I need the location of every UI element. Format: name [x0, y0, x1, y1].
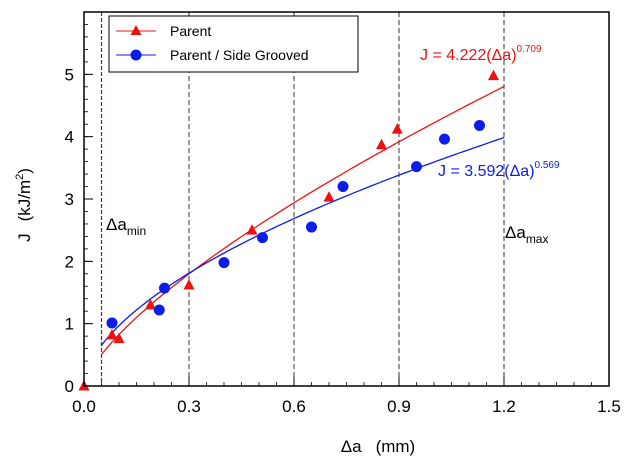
y-axis-title: J (kJ/m2) — [14, 168, 34, 242]
parent-point — [106, 328, 118, 340]
parent-fit-eq-main: J = 4.222( — [420, 47, 492, 64]
y-axis-title-var: J — [15, 233, 34, 242]
parent-point — [391, 123, 403, 134]
y-tick-label: 4 — [65, 128, 74, 147]
side-grooved-fit-eq-delta: Δa) — [510, 163, 535, 180]
parent-point — [488, 69, 499, 81]
y-tick-label: 0 — [65, 377, 74, 396]
y-tick-label: 5 — [65, 65, 74, 84]
axis-ticks: 0.0 0.3 0.6 0.9 1.2 1.5 0 1 2 3 4 5 — [65, 11, 621, 416]
parent-point — [145, 298, 156, 310]
x-tick-label: 0.0 — [72, 397, 96, 416]
parent-point — [246, 224, 258, 235]
side-grooved-point — [337, 181, 349, 193]
legend-label-side-grooved: Parent / Side Grooved — [170, 47, 309, 63]
y-tick-label: 2 — [65, 252, 74, 271]
parent-point — [113, 332, 125, 344]
parent-fit-eq-exponent: 0.709 — [517, 44, 542, 55]
side-grooved-point — [474, 119, 485, 131]
dashed-vertical-lines — [188, 12, 505, 386]
side-grooved-point — [439, 133, 450, 145]
legend-label-parent: Parent — [170, 23, 211, 39]
parent-point — [183, 279, 195, 290]
delta-a-max-subscript: max — [526, 232, 549, 246]
x-tick-label: 0.9 — [387, 397, 411, 416]
side-grooved-point — [411, 161, 422, 173]
x-axis-title: Δa (mm) — [341, 437, 415, 456]
side-grooved-point — [257, 232, 268, 244]
side-grooved-fit-eq-exponent: 0.569 — [535, 160, 560, 171]
delta-a-min-subscript: min — [127, 224, 146, 238]
side-grooved-point — [159, 282, 170, 294]
x-tick-label: 1.5 — [597, 397, 621, 416]
parent-point — [376, 138, 387, 150]
side-grooved-fit-eq-main: J = 3.592( — [438, 163, 510, 180]
y-axis-title-close: ) — [15, 168, 34, 174]
legend-marker-circle — [130, 49, 142, 61]
legend: Parent Parent / Side Grooved — [108, 15, 359, 73]
side-grooved-fit-equation: J = 3.592(Δa)0.569 — [438, 160, 560, 180]
x-axis-title-symbol: Δa — [341, 437, 362, 456]
y-axis-title-exponent: 2 — [14, 174, 26, 180]
side-grooved-point — [306, 221, 317, 233]
x-tick-label: 0.6 — [282, 397, 306, 416]
delta-a-max-base: Δa — [505, 223, 526, 242]
side-grooved-point — [218, 257, 230, 269]
x-axis-title-unit: (mm) — [376, 437, 416, 456]
parent-fit-eq-delta: Δa) — [492, 47, 517, 64]
side-grooved-point — [106, 317, 118, 329]
x-tick-label: 0.3 — [177, 397, 201, 416]
delta-a-min-label: Δamin — [106, 215, 146, 238]
y-tick-label: 3 — [65, 190, 74, 209]
data-points — [78, 69, 499, 391]
parent-point — [323, 191, 335, 202]
side-grooved-point — [153, 304, 165, 316]
legend-box — [108, 15, 359, 73]
parent-fit-equation: J = 4.222(Δa)0.709 — [420, 44, 542, 64]
x-tick-label: 1.2 — [492, 397, 516, 416]
delta-a-max-label: Δamax — [505, 223, 548, 246]
y-tick-label: 1 — [65, 315, 74, 334]
legend-marker-triangle — [130, 25, 142, 35]
delta-a-min-base: Δa — [106, 215, 127, 234]
y-axis-title-unit: (kJ/m — [15, 180, 34, 222]
